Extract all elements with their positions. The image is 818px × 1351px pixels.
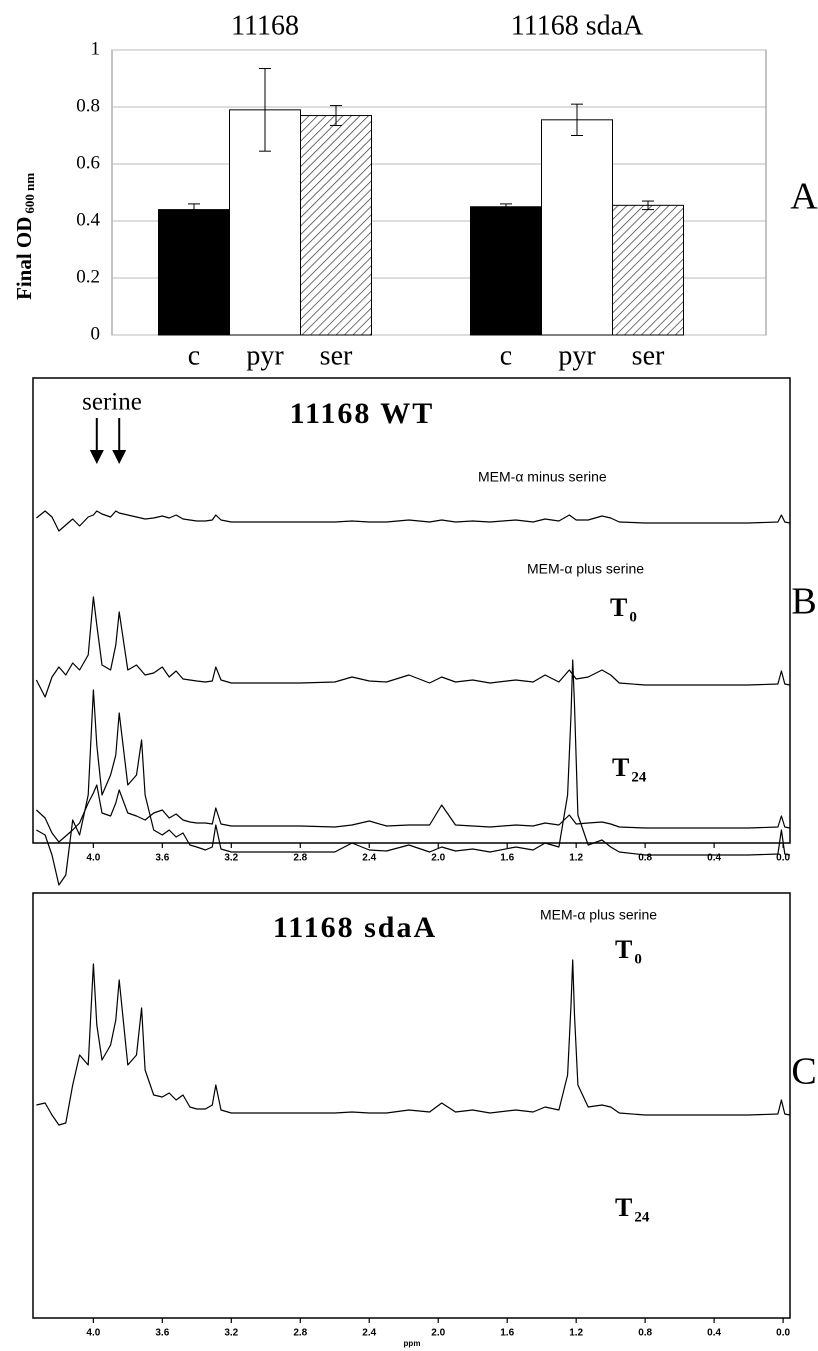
bar [300, 115, 372, 336]
panel-frame [32, 377, 791, 844]
y-tick-label: 0.4 [76, 209, 100, 230]
bar [470, 206, 542, 336]
spectrum-line [36, 959, 791, 1126]
trace-label: T [615, 935, 632, 964]
y-tick-label: 1 [91, 38, 101, 59]
x-tick-label: 1.2 [569, 853, 583, 864]
panel-label: B [791, 581, 816, 623]
spectrum-line [35, 596, 791, 698]
x-tick-label: 3.6 [155, 853, 169, 864]
x-tick-label: 4.0 [86, 853, 100, 864]
spectrum-line [35, 784, 791, 843]
x-axis-label: ppm [404, 1339, 421, 1348]
spectrum-line [36, 659, 791, 886]
x-tick-label: 2.4 [362, 853, 376, 864]
x-tick-label: 4.0 [86, 1328, 100, 1339]
trace-label: T [615, 1193, 632, 1222]
trace-label-subscript: 0 [629, 609, 637, 625]
x-tick-label: 3.2 [224, 1328, 238, 1339]
bar [158, 209, 230, 336]
trace-label: T [612, 753, 629, 782]
y-tick-label: 0.8 [76, 95, 100, 116]
arrow-head [112, 450, 127, 464]
x-tick-label: ser [320, 340, 353, 371]
group-label: 11168 sdaA [511, 10, 644, 41]
bar [612, 204, 684, 336]
group-label: 11168 [231, 10, 299, 41]
x-tick-label: 2.8 [293, 853, 307, 864]
trace-label-subscript: 24 [631, 769, 647, 785]
x-tick-label: 1.6 [500, 853, 514, 864]
bar [541, 119, 613, 336]
x-tick-label: 3.2 [224, 853, 238, 864]
x-tick-label: 3.6 [155, 1328, 169, 1339]
arrow-head [89, 450, 104, 464]
panel-label: A [790, 176, 818, 218]
panel-title: 11168 sdaA [273, 911, 437, 944]
x-tick-label: 0.8 [638, 853, 652, 864]
annotation: serine [82, 389, 142, 416]
panel-label: C [791, 1051, 816, 1093]
x-tick-label: 2.8 [293, 1328, 307, 1339]
y-tick-label: 0.6 [76, 152, 100, 173]
x-tick-label: 1.6 [500, 1328, 514, 1339]
x-tick-label: c [188, 340, 200, 371]
x-tick-label: 0.4 [707, 853, 721, 864]
x-tick-label: 1.2 [569, 1328, 583, 1339]
y-tick-label: 0.2 [76, 266, 100, 287]
trace-label: T [610, 593, 627, 622]
trace-label-subscript: 24 [634, 1209, 650, 1225]
x-tick-label: pyr [558, 340, 596, 371]
trace-note: MEM-α plus serine [527, 561, 644, 577]
x-tick-label: c [500, 340, 512, 371]
spectrum-line [36, 510, 791, 532]
y-axis-label-subscript: 600 nm [22, 173, 37, 214]
x-tick-label: ser [632, 340, 665, 371]
x-tick-label: 0.0 [776, 1328, 790, 1339]
x-tick-label: 0.0 [776, 853, 790, 864]
trace-label-subscript: 0 [634, 951, 642, 967]
y-axis-label: Final OD [12, 217, 36, 300]
trace-note: MEM-α plus serine [540, 907, 657, 923]
x-tick-label: 0.4 [707, 1328, 721, 1339]
x-tick-label: 2.4 [362, 1328, 376, 1339]
x-tick-label: 2.0 [431, 1328, 445, 1339]
panel-frame [32, 892, 791, 1319]
trace-note: MEM-α minus serine [478, 469, 607, 485]
y-tick-label: 0 [91, 323, 101, 344]
x-tick-label: pyr [246, 340, 284, 371]
panel-title: 11168 WT [290, 397, 435, 430]
x-tick-label: 2.0 [431, 853, 445, 864]
x-tick-label: 0.8 [638, 1328, 652, 1339]
